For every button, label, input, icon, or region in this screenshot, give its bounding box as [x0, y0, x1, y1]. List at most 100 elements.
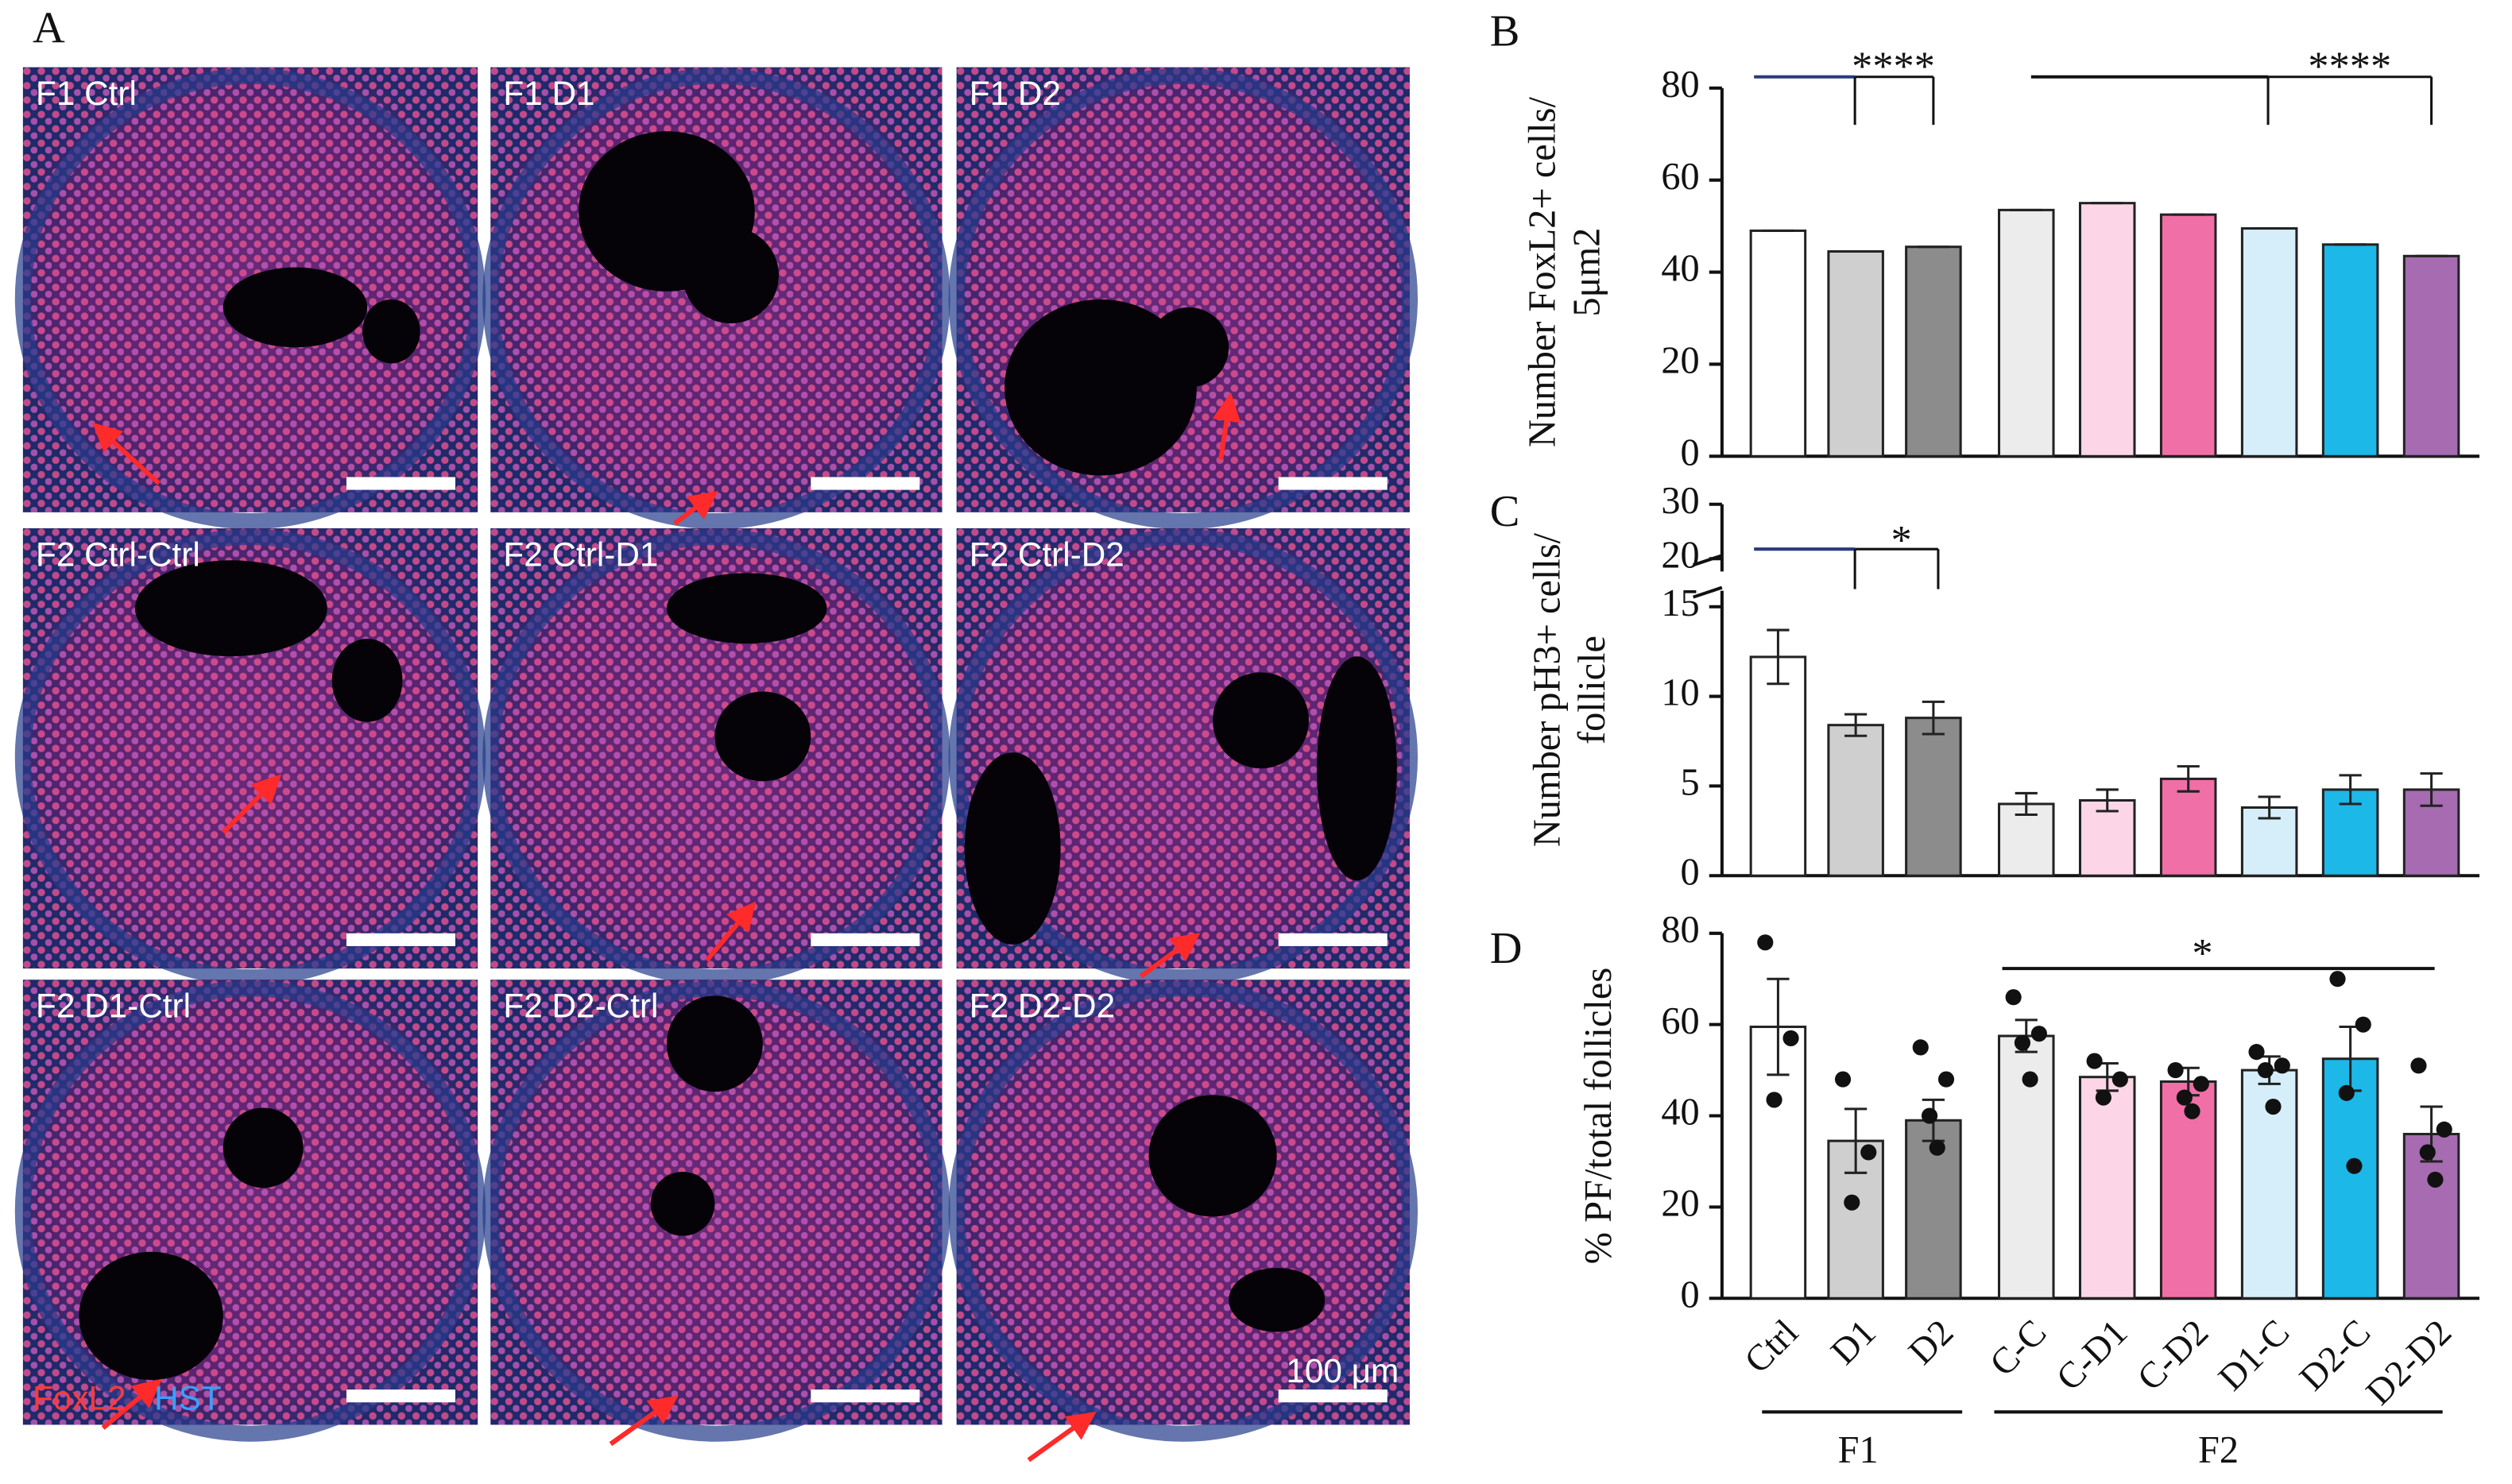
- follicle-rim: [948, 68, 1419, 530]
- data-point: [2329, 971, 2346, 987]
- antrum: [362, 299, 420, 364]
- x-tick-label: D2: [1901, 1312, 1961, 1373]
- y-axis-label: 5μm2: [1566, 228, 1608, 317]
- y-tick-label: 30: [1661, 480, 1699, 522]
- antrum: [1213, 672, 1309, 769]
- data-point: [2111, 1071, 2128, 1088]
- scale-bar: [811, 1389, 920, 1403]
- scale-label: 100 μm: [1286, 1352, 1399, 1389]
- bar: [2321, 243, 2379, 458]
- bar: [2078, 202, 2136, 458]
- micrograph: F1 D1: [482, 67, 950, 530]
- micrograph-label: F2 D1-Ctrl: [36, 987, 191, 1025]
- data-point: [1929, 1139, 1945, 1156]
- arrow: [609, 1395, 679, 1447]
- data-point: [2184, 1103, 2200, 1119]
- y-tick-label: 0: [1680, 851, 1699, 893]
- follicle-rim: [14, 68, 486, 530]
- data-point: [2436, 1121, 2452, 1138]
- follicle-rim: [948, 980, 1419, 1442]
- scale-bar: [1278, 1389, 1388, 1403]
- follicle-rim: [14, 528, 486, 986]
- x-tick-label: C-C: [1983, 1312, 2055, 1385]
- bar: [1997, 208, 2055, 458]
- y-tick-label: 80: [1661, 64, 1699, 106]
- data-point: [2167, 1062, 2184, 1079]
- data-point: [2176, 1089, 2193, 1106]
- arrow: [101, 1378, 163, 1430]
- arrow: [1212, 392, 1241, 460]
- micrograph-label: F1 D2: [970, 75, 1061, 112]
- micrograph-label: F2 Ctrl-Ctrl: [36, 535, 200, 573]
- y-tick-label: 60: [1661, 1000, 1699, 1042]
- scale-bar: [811, 933, 920, 946]
- bar: [2078, 798, 2136, 877]
- significance: ****: [1852, 44, 1935, 90]
- y-axis-label: Number FoxL2+ cells/: [1521, 97, 1563, 448]
- y-axis-label: Number pH3+ cells/: [1526, 532, 1568, 847]
- data-point: [1834, 1071, 1852, 1088]
- micrograph-label: F1 D1: [503, 75, 594, 112]
- data-point: [2338, 1084, 2355, 1101]
- data-point: [1921, 1107, 1938, 1124]
- bar: [1749, 655, 1807, 877]
- micrograph: F2 D1-Ctrl: [14, 980, 486, 1442]
- y-tick-label: 15: [1661, 582, 1699, 624]
- significance: ****: [2308, 44, 2391, 90]
- micrograph: F2 Ctrl-D1: [482, 528, 950, 986]
- antrum: [1004, 299, 1197, 476]
- scale-bar: [1278, 477, 1388, 490]
- follicle-rim: [482, 980, 950, 1442]
- y-tick-label: 80: [1661, 909, 1699, 951]
- micrograph: F2 D2-D2: [948, 980, 1419, 1463]
- data-point: [2086, 1053, 2103, 1069]
- scale-bar: [346, 1389, 455, 1403]
- antrum: [331, 639, 403, 722]
- data-point: [2265, 1098, 2282, 1115]
- y-tick-label: 40: [1661, 248, 1699, 290]
- antrum: [666, 573, 827, 644]
- bar: [2402, 254, 2460, 458]
- stain-label: HST: [154, 1379, 222, 1416]
- stain-label: FoxL2: [33, 1379, 126, 1416]
- y-tick-label: 20: [1661, 340, 1699, 382]
- arrow: [221, 774, 282, 834]
- antrum: [223, 267, 368, 348]
- data-point: [1860, 1144, 1877, 1161]
- panel-letter: A: [33, 3, 65, 52]
- x-tick-label: Ctrl: [1737, 1312, 1806, 1382]
- micrograph: F2 Ctrl-D2: [948, 528, 1419, 986]
- data-point: [1937, 1071, 1955, 1088]
- data-point: [2355, 1016, 2371, 1033]
- arrow: [92, 422, 161, 485]
- significance: *: [2192, 930, 2212, 976]
- antrum: [134, 560, 327, 657]
- data-point: [1912, 1039, 1929, 1056]
- micrograph-label: F1 Ctrl: [36, 75, 137, 112]
- x-tick-label: C-D2: [2130, 1312, 2216, 1399]
- data-point: [2248, 1044, 2265, 1061]
- panel-letter: B: [1490, 6, 1520, 56]
- data-point: [2419, 1144, 2436, 1161]
- data-point: [2005, 989, 2022, 1006]
- micrograph: F2 D2-Ctrl: [482, 980, 950, 1447]
- data-point: [2193, 1076, 2209, 1092]
- data-point: [2022, 1071, 2038, 1088]
- antrum: [666, 995, 763, 1092]
- bar: [2078, 1076, 2136, 1300]
- data-point: [2346, 1157, 2363, 1174]
- y-tick-label: 5: [1680, 762, 1699, 804]
- data-point: [2274, 1057, 2290, 1074]
- micrograph-label: F2 Ctrl-D1: [503, 535, 658, 573]
- bar: [2240, 227, 2298, 458]
- bar: [2159, 777, 2217, 877]
- micrograph: F2 Ctrl-Ctrl: [14, 528, 486, 986]
- axis-break: [1692, 585, 1723, 599]
- y-tick-label: 40: [1661, 1092, 1699, 1134]
- y-tick-label: 20: [1661, 534, 1699, 576]
- data-point: [2410, 1057, 2427, 1074]
- micrograph-label: F2 Ctrl-D2: [970, 535, 1124, 573]
- y-tick-label: 0: [1680, 1273, 1699, 1316]
- antrum: [650, 1172, 715, 1236]
